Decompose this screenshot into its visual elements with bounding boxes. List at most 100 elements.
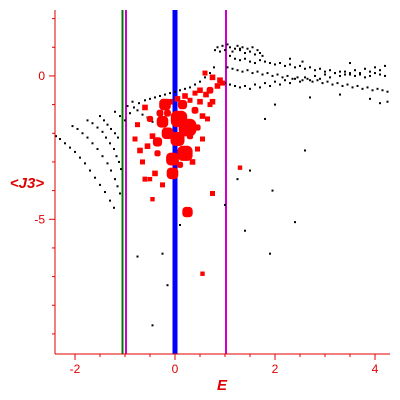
data-point (334, 72, 336, 75)
data-point (304, 67, 306, 70)
data-point (154, 96, 156, 99)
data-point (219, 50, 221, 53)
data-point (339, 70, 341, 73)
data-point (126, 105, 129, 108)
data-point (379, 73, 381, 76)
data-point (142, 176, 148, 182)
data-point (299, 80, 301, 83)
data-point (189, 86, 191, 89)
data-point (209, 74, 216, 81)
data-point (316, 79, 319, 82)
data-point (140, 159, 145, 165)
data-point (200, 136, 205, 142)
data-point (339, 74, 341, 77)
data-point (113, 148, 115, 151)
data-point (136, 109, 139, 112)
data-point (115, 155, 118, 158)
data-point (274, 103, 276, 106)
data-point (229, 54, 231, 57)
data-point (71, 125, 74, 128)
data-point (138, 102, 140, 105)
data-point (371, 89, 374, 92)
black-point-series (55, 43, 389, 327)
data-point (329, 76, 331, 79)
data-point (294, 77, 296, 80)
data-point (96, 126, 99, 129)
data-point (356, 84, 359, 87)
data-point (184, 87, 186, 90)
data-point (294, 221, 296, 224)
data-point (319, 77, 321, 80)
data-point (341, 84, 344, 87)
data-point (349, 72, 351, 75)
data-point (202, 70, 208, 76)
x-tick-label: 4 (372, 362, 379, 376)
data-point (174, 90, 176, 93)
data-point (119, 115, 121, 118)
data-point (239, 59, 241, 62)
data-point (200, 271, 205, 276)
data-point (164, 93, 166, 96)
data-point (86, 119, 89, 122)
data-point (187, 97, 193, 103)
data-point (166, 284, 169, 287)
data-point (274, 63, 276, 66)
data-point (259, 86, 261, 89)
data-point (249, 87, 251, 90)
data-point (149, 133, 156, 139)
data-point (249, 169, 251, 172)
data-point (306, 77, 309, 80)
data-point (259, 59, 261, 62)
data-point (101, 130, 104, 133)
data-point (164, 109, 171, 117)
data-point (279, 62, 281, 65)
data-point (94, 176, 96, 179)
data-point (251, 72, 254, 75)
data-point (132, 136, 138, 142)
x-tick-label: -2 (70, 362, 81, 376)
data-point (369, 70, 371, 73)
data-point (156, 109, 164, 117)
y-tick-label: 0 (38, 69, 45, 83)
data-point (199, 113, 206, 119)
data-point (76, 127, 79, 130)
red-point-series (132, 70, 243, 276)
data-point (106, 123, 109, 126)
data-point (214, 83, 221, 89)
data-point (299, 64, 301, 67)
data-point (156, 116, 169, 128)
data-point (224, 49, 226, 52)
data-point (264, 82, 266, 85)
data-point (105, 136, 107, 139)
data-point (91, 142, 94, 145)
data-point (366, 86, 369, 89)
data-point (304, 76, 306, 79)
data-point (246, 47, 249, 50)
data-point (189, 159, 196, 165)
data-point (99, 115, 101, 118)
data-point (220, 80, 225, 86)
data-point (194, 83, 196, 86)
data-point (314, 69, 316, 72)
data-point (239, 47, 241, 50)
x-axis-title: E (217, 377, 228, 394)
data-point (141, 113, 144, 116)
data-point (214, 49, 216, 52)
data-point (197, 98, 203, 105)
data-point (237, 165, 243, 170)
data-point (104, 191, 106, 194)
data-point (69, 146, 71, 149)
data-point (133, 106, 135, 109)
data-point (160, 182, 165, 188)
data-point (151, 324, 154, 327)
data-point (207, 102, 213, 108)
data-point (349, 62, 351, 65)
data-point (84, 162, 86, 165)
data-point (244, 229, 246, 232)
data-point (309, 66, 311, 69)
data-point (249, 60, 251, 63)
data-point (264, 117, 266, 120)
data-point (114, 132, 116, 135)
data-point (119, 192, 121, 195)
data-point (266, 72, 269, 75)
